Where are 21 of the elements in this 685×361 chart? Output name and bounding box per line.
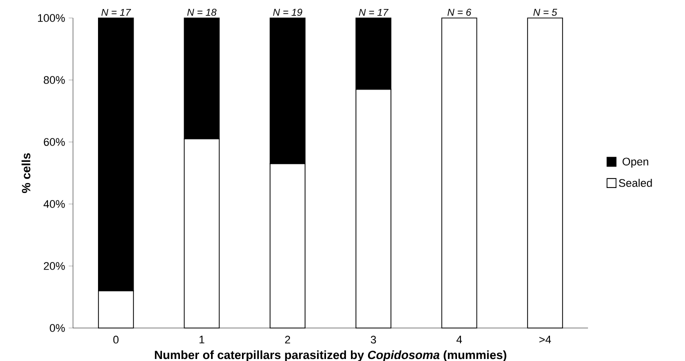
- x-tick-label: 4: [456, 336, 462, 344]
- y-tick-label: 20%: [44, 262, 65, 270]
- x-tick-label: 0: [113, 336, 119, 344]
- annotation: N = 19: [273, 8, 302, 16]
- y-tick-label: 80%: [44, 76, 65, 84]
- annotation: N = 18: [187, 8, 217, 16]
- y-tick-label: 60%: [44, 138, 65, 146]
- legend-label: Sealed: [618, 178, 652, 187]
- x-tick-label: 2: [285, 336, 290, 344]
- legend-label: Open: [622, 158, 648, 168]
- x-tick-label: >4: [539, 336, 552, 344]
- y-tick-label: 40%: [44, 200, 65, 208]
- x-tick-label: 1: [200, 336, 204, 344]
- annotation: N = 5: [533, 8, 558, 16]
- x-tick-label: 3: [370, 336, 376, 344]
- annotation: N = 17: [101, 8, 132, 16]
- annotation: N = 17: [358, 8, 389, 16]
- annotation: N = 6: [448, 8, 472, 16]
- y-tick-label: 100%: [38, 14, 65, 22]
- y-tick-label: 0%: [50, 324, 65, 332]
- y-axis-title: % cells: [22, 153, 30, 193]
